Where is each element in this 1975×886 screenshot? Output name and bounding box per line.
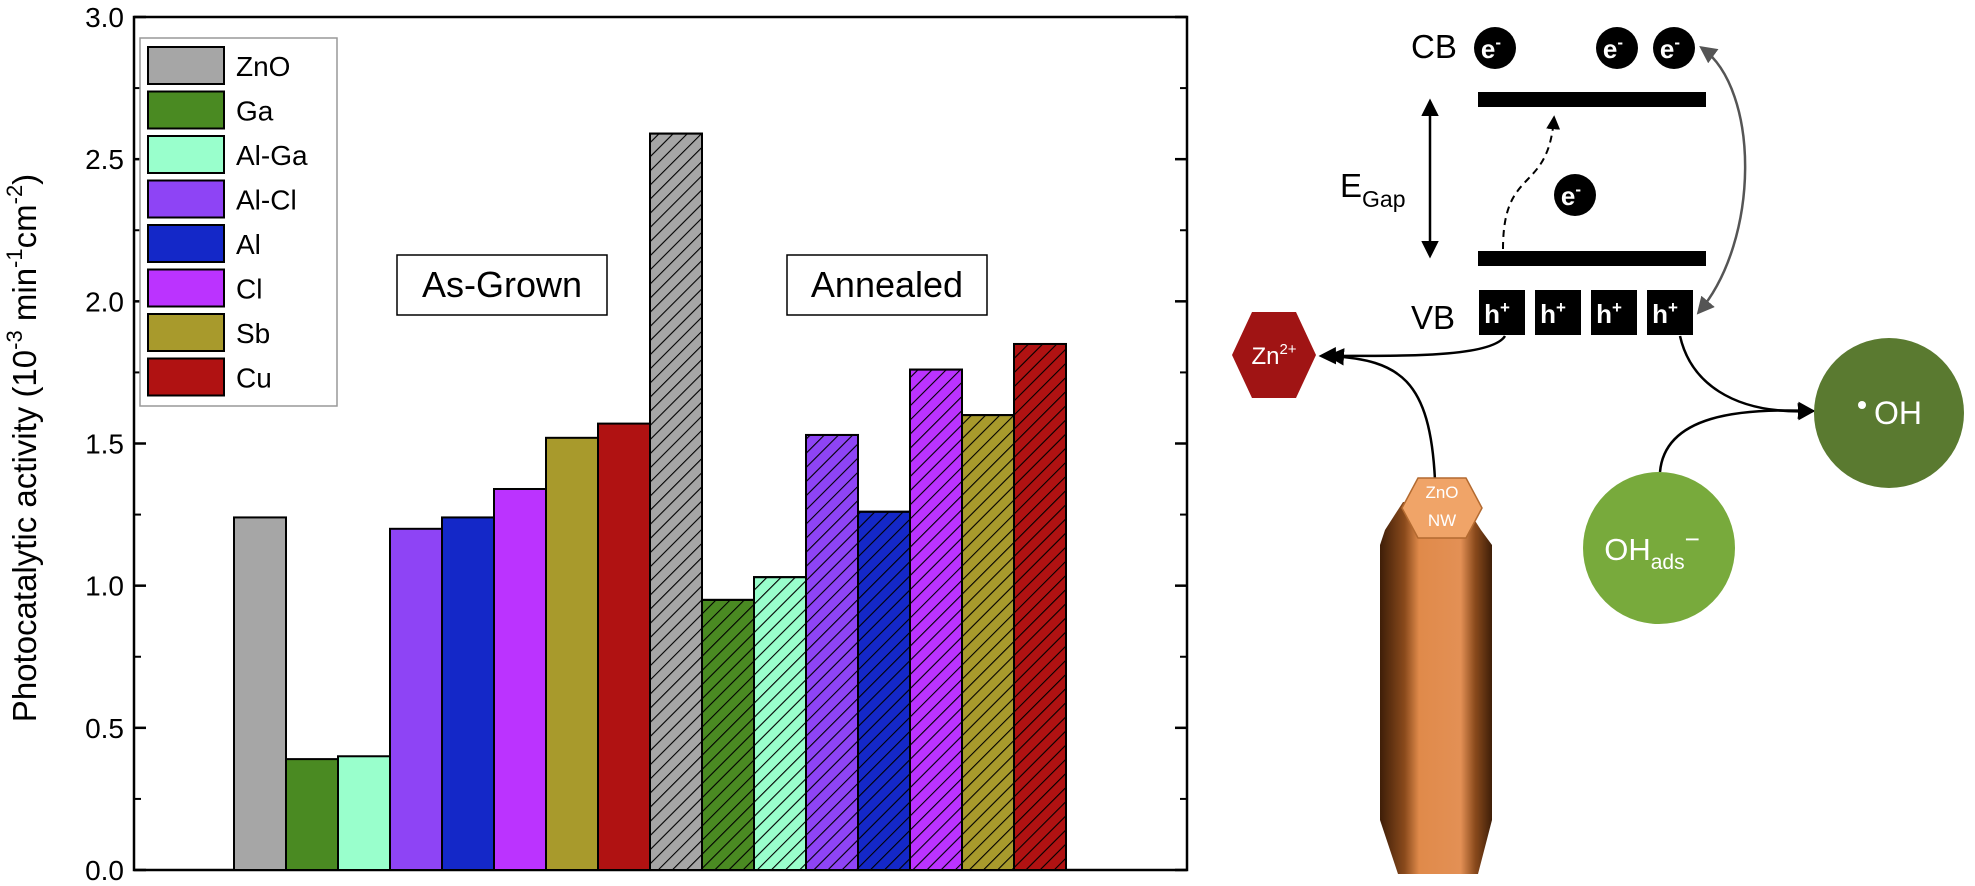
electron-excited: e- — [1554, 174, 1596, 216]
legend-label-ga: Ga — [236, 96, 274, 127]
y-tick-label: 0.0 — [85, 855, 124, 886]
electron-cb-3: e- — [1653, 27, 1695, 69]
legend-swatch-al-cl — [147, 179, 225, 219]
hole-1: h+ — [1479, 290, 1525, 335]
y-tick-label: 3.0 — [85, 2, 124, 33]
svg-text:e-: e- — [1561, 180, 1581, 211]
electron-cb-2: e- — [1596, 27, 1638, 69]
legend-swatch-ga — [147, 90, 225, 130]
vb-label: VB — [1411, 299, 1455, 336]
svg-text:e-: e- — [1660, 33, 1680, 64]
bar-hatch-ga — [701, 598, 755, 872]
hole-to-zn-arrow — [1318, 335, 1507, 365]
group-label-annealed: Annealed — [786, 254, 988, 316]
band-diagram: CB VB EGap e- e- e- e- — [1232, 27, 1964, 874]
y-axis: 0.0 0.5 1.0 1.5 2.0 2.5 3.0 — [85, 2, 1187, 886]
svg-text:e-: e- — [1481, 33, 1501, 64]
adsorbed-hydroxide-circle: OHads− — [1583, 472, 1735, 624]
svg-text:OHads−: OHads− — [1604, 524, 1700, 574]
svg-text:h+: h+ — [1484, 298, 1510, 329]
excitation-arrow — [1502, 115, 1561, 250]
legend-swatch-zno — [147, 46, 225, 85]
svg-text:e-: e- — [1603, 33, 1623, 64]
bar-chart: 0.0 0.5 1.0 1.5 2.0 2.5 3.0 Photocatalytic act… — [2, 2, 1189, 886]
svg-text:h+: h+ — [1596, 298, 1622, 329]
bar-as-grown-sb — [545, 436, 599, 871]
bar-hatch-sb — [961, 414, 1015, 871]
conduction-band — [1478, 92, 1706, 107]
bar-hatch-cl — [909, 368, 963, 871]
legend-swatch-cu — [147, 357, 225, 397]
bar-hatch-al — [857, 510, 911, 871]
bar-hatch-zno — [649, 132, 703, 871]
hole-3: h+ — [1591, 290, 1637, 335]
bar-hatch-cu — [1013, 342, 1067, 871]
bar-hatch-al-cl — [805, 433, 859, 871]
y-tick-label: 2.5 — [85, 144, 124, 175]
legend: ZnO Ga Al-Ga Al-Cl Al Cl Sb Cu — [139, 37, 338, 407]
group-label-as-grown: As-Grown — [396, 254, 608, 316]
bar-as-grown-ga — [285, 758, 339, 871]
svg-text:h+: h+ — [1652, 298, 1678, 329]
valence-band — [1478, 251, 1706, 266]
ohads-to-oh-arrow — [1658, 401, 1816, 473]
zn-ion-hexagon: Zn2+ — [1232, 312, 1316, 398]
legend-swatch-sb — [147, 313, 225, 352]
legend-swatch-cl — [147, 268, 225, 308]
svg-text:As-Grown: As-Grown — [422, 264, 582, 305]
legend-swatch-al — [147, 224, 225, 263]
hole-to-oh-arrow — [1678, 335, 1816, 421]
nanowire-to-zn-arrow — [1326, 348, 1437, 481]
legend-label-al-cl: Al-Cl — [236, 185, 297, 216]
svg-text:OH: OH — [1874, 395, 1922, 431]
y-tick-label: 1.0 — [85, 571, 124, 602]
svg-text:NW: NW — [1428, 511, 1456, 530]
cb-label: CB — [1411, 28, 1457, 65]
bar-as-grown-al — [441, 516, 495, 872]
legend-label-al-ga: Al-Ga — [236, 140, 308, 171]
svg-text:ZnO: ZnO — [1425, 483, 1458, 502]
legend-label-zno: ZnO — [236, 51, 290, 82]
legend-label-cu: Cu — [236, 363, 272, 394]
bar-as-grown-zno — [233, 516, 287, 872]
y-tick-label: 0.5 — [85, 713, 124, 744]
zno-nanowire: ZnO NW — [1380, 477, 1492, 874]
svg-text:h+: h+ — [1540, 298, 1566, 329]
electron-cb-1: e- — [1474, 27, 1516, 69]
hole-4: h+ — [1647, 290, 1693, 335]
legend-swatch-al-ga — [147, 135, 225, 174]
bar-hatch-al-ga — [753, 576, 807, 871]
legend-label-al: Al — [236, 229, 261, 260]
legend-label-sb: Sb — [236, 318, 270, 349]
recombination-arrow — [1696, 45, 1747, 315]
legend-label-cl: Cl — [236, 274, 262, 305]
bar-as-grown-cu — [597, 422, 651, 871]
bar-as-grown-al-ga — [337, 755, 391, 871]
hole-2: h+ — [1535, 290, 1581, 335]
bar-as-grown-al-cl — [389, 527, 443, 871]
bar-as-grown-cl — [493, 487, 547, 871]
svg-text:Zn2+: Zn2+ — [1251, 341, 1296, 370]
band-gap-label: EGap — [1340, 167, 1406, 212]
y-tick-label: 1.5 — [85, 429, 124, 460]
bars — [233, 132, 1067, 872]
svg-text:Annealed: Annealed — [811, 264, 963, 305]
y-axis-label: Photocatalytic activity (10-3 min-1cm-2) — [2, 174, 43, 722]
y-tick-label: 2.0 — [85, 286, 124, 317]
hydroxyl-radical-circle: OH — [1814, 338, 1964, 488]
